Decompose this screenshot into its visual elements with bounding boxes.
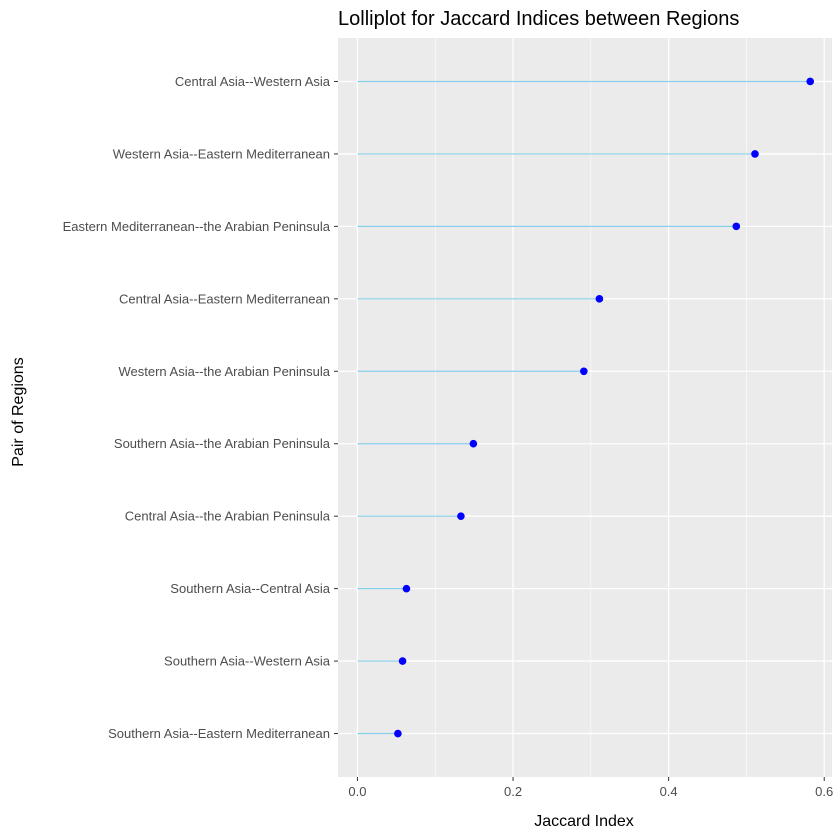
- lollipop-point: [457, 512, 465, 520]
- y-tick-label: Southern Asia--Eastern Mediterranean: [108, 726, 330, 741]
- x-axis-title: Jaccard Index: [534, 813, 634, 830]
- x-tick-label: 0.0: [348, 784, 366, 799]
- y-tick-label: Central Asia--Western Asia: [175, 74, 331, 89]
- lollipop-point: [806, 77, 815, 86]
- y-axis-title: Pair of Regions: [10, 357, 27, 466]
- lollipop-marks: [357, 77, 815, 738]
- lollipop-point: [402, 584, 411, 593]
- lollipop-point: [580, 367, 588, 376]
- y-tick-label: Southern Asia--Central Asia: [170, 581, 330, 596]
- lollipop-point: [469, 439, 478, 448]
- x-tick-label: 0.2: [504, 784, 522, 799]
- plot-panel: [338, 38, 832, 777]
- lollipop-point: [394, 729, 402, 738]
- lollipop-point: [595, 295, 604, 303]
- y-tick-label: Western Asia--the Arabian Peninsula: [119, 364, 331, 379]
- y-tick-label: Central Asia--the Arabian Peninsula: [125, 509, 331, 524]
- lollipop-point: [398, 657, 407, 665]
- lollipop-point: [751, 150, 759, 158]
- x-axis: 0.0 0.2 0.4 0.6: [348, 777, 833, 799]
- y-tick-label: Eastern Mediterranean--the Arabian Penin…: [63, 219, 331, 234]
- chart-title: Lolliplot for Jaccard Indices between Re…: [338, 8, 739, 30]
- y-tick-label: Western Asia--Eastern Mediterranean: [113, 146, 330, 161]
- x-tick-label: 0.6: [815, 784, 833, 799]
- y-tick-label: Central Asia--Eastern Mediterranean: [119, 291, 330, 306]
- x-tick-label: 0.4: [660, 784, 678, 799]
- y-tick-label: Southern Asia--Western Asia: [164, 654, 331, 669]
- lollipop-point: [732, 222, 741, 231]
- y-axis: Central Asia--Western Asia Western Asia--…: [63, 74, 338, 741]
- y-tick-label: Southern Asia--the Arabian Peninsula: [114, 436, 331, 451]
